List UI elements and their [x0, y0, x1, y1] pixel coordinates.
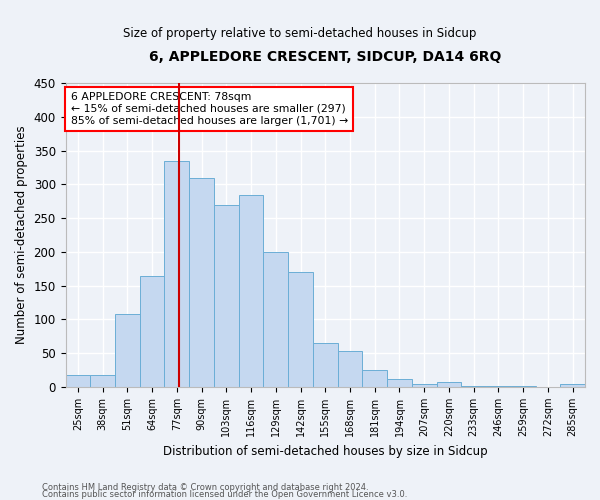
Bar: [288, 272, 313, 387]
Bar: [362, 370, 387, 387]
X-axis label: Distribution of semi-detached houses by size in Sidcup: Distribution of semi-detached houses by …: [163, 444, 488, 458]
Bar: [560, 384, 585, 387]
Bar: [511, 386, 536, 387]
Bar: [412, 384, 437, 387]
Bar: [164, 161, 189, 387]
Text: Size of property relative to semi-detached houses in Sidcup: Size of property relative to semi-detach…: [124, 28, 476, 40]
Bar: [189, 178, 214, 387]
Bar: [65, 375, 90, 387]
Bar: [437, 382, 461, 387]
Bar: [387, 379, 412, 387]
Bar: [239, 194, 263, 387]
Bar: [214, 204, 239, 387]
Text: Contains public sector information licensed under the Open Government Licence v3: Contains public sector information licen…: [42, 490, 407, 499]
Bar: [90, 375, 115, 387]
Bar: [461, 386, 486, 387]
Text: Contains HM Land Registry data © Crown copyright and database right 2024.: Contains HM Land Registry data © Crown c…: [42, 484, 368, 492]
Bar: [338, 351, 362, 387]
Y-axis label: Number of semi-detached properties: Number of semi-detached properties: [15, 126, 28, 344]
Bar: [115, 314, 140, 387]
Bar: [486, 386, 511, 387]
Bar: [263, 252, 288, 387]
Title: 6, APPLEDORE CRESCENT, SIDCUP, DA14 6RQ: 6, APPLEDORE CRESCENT, SIDCUP, DA14 6RQ: [149, 50, 502, 64]
Text: 6 APPLEDORE CRESCENT: 78sqm
← 15% of semi-detached houses are smaller (297)
85% : 6 APPLEDORE CRESCENT: 78sqm ← 15% of sem…: [71, 92, 348, 126]
Bar: [140, 276, 164, 387]
Bar: [313, 343, 338, 387]
